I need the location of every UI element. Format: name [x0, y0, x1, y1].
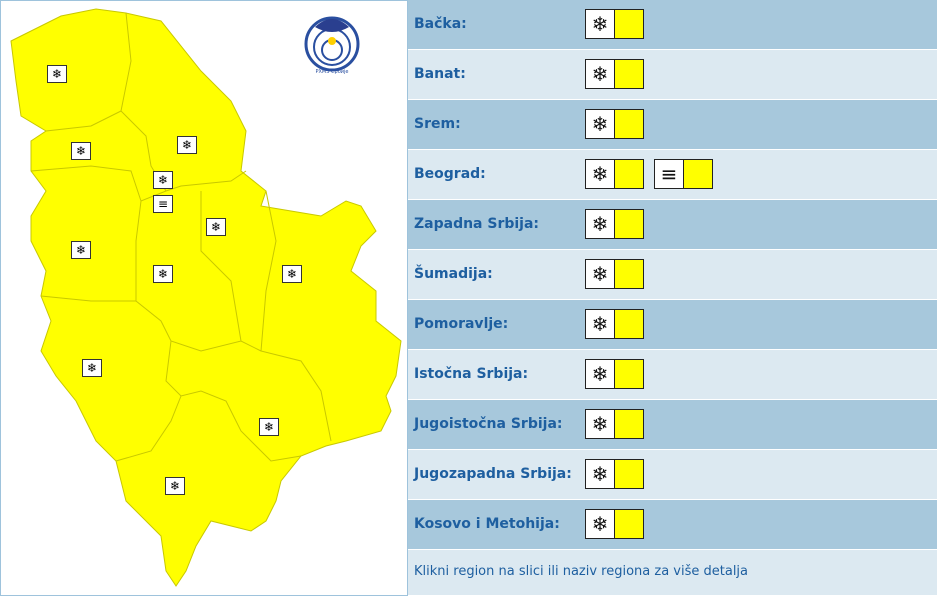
- warning-list: ❄: [585, 509, 644, 539]
- yellow-level-indicator: [615, 210, 643, 238]
- yellow-level-indicator: [615, 310, 643, 338]
- region-name-link[interactable]: Istočna Srbija:: [414, 366, 529, 382]
- map-snow-icon-sumadija[interactable]: ❄: [153, 265, 173, 283]
- yellow-level-indicator: [615, 110, 643, 138]
- map-snow-icon-backa[interactable]: ❄: [47, 65, 67, 83]
- yellow-level-indicator: [615, 510, 643, 538]
- yellow-level-indicator: [615, 10, 643, 38]
- warning-badge[interactable]: ❄: [585, 509, 644, 539]
- region-row[interactable]: Bačka: ❄: [408, 0, 937, 50]
- region-name-link[interactable]: Zapadna Srbija:: [414, 216, 540, 232]
- warning-list: ❄: [585, 409, 644, 439]
- warning-list: ❄: [585, 9, 644, 39]
- map-snow-icon-jugozapadna[interactable]: ❄: [82, 359, 102, 377]
- region-name-link[interactable]: Beograd:: [414, 166, 486, 182]
- warning-badge[interactable]: ❄: [585, 459, 644, 489]
- warning-badge[interactable]: ❄: [585, 209, 644, 239]
- region-row[interactable]: Zapadna Srbija: ❄: [408, 200, 937, 250]
- region-name-link[interactable]: Bačka:: [414, 16, 467, 32]
- map-country-outline[interactable]: [10, 8, 402, 587]
- warning-badge[interactable]: ❄: [585, 359, 644, 389]
- yellow-level-indicator: [615, 160, 643, 188]
- warning-list: ❄: [585, 459, 644, 489]
- region-name-link[interactable]: Jugozapadna Srbija:: [414, 466, 572, 482]
- svg-text:РХМЗ Србије: РХМЗ Србије: [315, 69, 348, 75]
- map-snow-icon-banat[interactable]: ❄: [177, 136, 197, 154]
- region-row[interactable]: Kosovo i Metohija: ❄: [408, 500, 937, 550]
- region-row[interactable]: Jugoistočna Srbija: ❄: [408, 400, 937, 450]
- warning-list: ❄: [585, 259, 644, 289]
- yellow-level-indicator: [615, 360, 643, 388]
- yellow-level-indicator: [615, 260, 643, 288]
- warning-badge[interactable]: ❄: [585, 309, 644, 339]
- snow-ice-icon: ❄: [586, 460, 615, 488]
- region-row[interactable]: Jugozapadna Srbija: ❄: [408, 450, 937, 500]
- warning-badge[interactable]: ❄: [585, 259, 644, 289]
- warning-list: ❄: [585, 209, 644, 239]
- warning-list: ❄: [585, 309, 644, 339]
- snow-ice-icon: ❄: [586, 60, 615, 88]
- warning-badge[interactable]: ❄: [585, 409, 644, 439]
- warning-list: ❄: [585, 59, 644, 89]
- map-snow-icon-pomoravlje[interactable]: ❄: [206, 218, 226, 236]
- map-regions[interactable]: [1, 1, 407, 595]
- serbia-warning-map[interactable]: РХМЗ Србије ❄ ❄ ❄ ❄ ≡ ❄ ❄ ❄ ❄ ❄ ❄ ❄: [0, 0, 408, 596]
- warning-list: ❄: [585, 109, 644, 139]
- region-name-link[interactable]: Srem:: [414, 116, 461, 132]
- rhmz-logo: РХМЗ Србије: [301, 13, 363, 75]
- snow-ice-icon: ❄: [586, 210, 615, 238]
- warning-list: ❄ ≡: [585, 159, 713, 189]
- warning-badge[interactable]: ❄: [585, 159, 644, 189]
- region-row[interactable]: Srem: ❄: [408, 100, 937, 150]
- region-name-link[interactable]: Kosovo i Metohija:: [414, 516, 560, 532]
- yellow-level-indicator: [684, 160, 712, 188]
- snow-ice-icon: ❄: [586, 510, 615, 538]
- warning-badge[interactable]: ❄: [585, 109, 644, 139]
- fog-icon: ≡: [655, 160, 684, 188]
- region-row[interactable]: Istočna Srbija: ❄: [408, 350, 937, 400]
- warning-list: ❄: [585, 359, 644, 389]
- region-name-link[interactable]: Jugoistočna Srbija:: [414, 416, 563, 432]
- warning-badge[interactable]: ❄: [585, 59, 644, 89]
- snow-ice-icon: ❄: [586, 160, 615, 188]
- yellow-level-indicator: [615, 410, 643, 438]
- snow-ice-icon: ❄: [586, 310, 615, 338]
- region-row[interactable]: Banat: ❄: [408, 50, 937, 100]
- map-snow-icon-zapadna[interactable]: ❄: [71, 241, 91, 259]
- region-row[interactable]: Šumadija: ❄: [408, 250, 937, 300]
- footer: Klikni region na slici ili naziv regiona…: [408, 550, 937, 595]
- snow-ice-icon: ❄: [586, 360, 615, 388]
- map-snow-icon-istocna[interactable]: ❄: [282, 265, 302, 283]
- map-snow-icon-kosovo[interactable]: ❄: [165, 477, 185, 495]
- warning-badge[interactable]: ❄: [585, 9, 644, 39]
- region-name-link[interactable]: Pomoravlje:: [414, 316, 509, 332]
- map-snow-icon-srem[interactable]: ❄: [71, 142, 91, 160]
- map-snow-icon-jugoistocna[interactable]: ❄: [259, 418, 279, 436]
- snow-ice-icon: ❄: [586, 110, 615, 138]
- footer-hint: Klikni region na slici ili naziv regiona…: [414, 564, 749, 579]
- region-name-link[interactable]: Banat:: [414, 66, 466, 82]
- snow-ice-icon: ❄: [586, 410, 615, 438]
- warning-badge[interactable]: ≡: [654, 159, 713, 189]
- region-borders: [30, 12, 332, 462]
- snow-ice-icon: ❄: [586, 10, 615, 38]
- region-row[interactable]: Pomoravlje: ❄: [408, 300, 937, 350]
- region-warning-table: Bačka: ❄ Banat: ❄ Srem: ❄ Beograd: ❄ ≡ Zapadna Sr…: [408, 0, 937, 595]
- yellow-level-indicator: [615, 60, 643, 88]
- yellow-level-indicator: [615, 460, 643, 488]
- map-snow-icon-beograd[interactable]: ❄: [153, 171, 173, 189]
- region-row[interactable]: Beograd: ❄ ≡: [408, 150, 937, 200]
- region-name-link[interactable]: Šumadija:: [414, 266, 493, 282]
- snow-ice-icon: ❄: [586, 260, 615, 288]
- map-fog-icon-beograd[interactable]: ≡: [153, 195, 173, 213]
